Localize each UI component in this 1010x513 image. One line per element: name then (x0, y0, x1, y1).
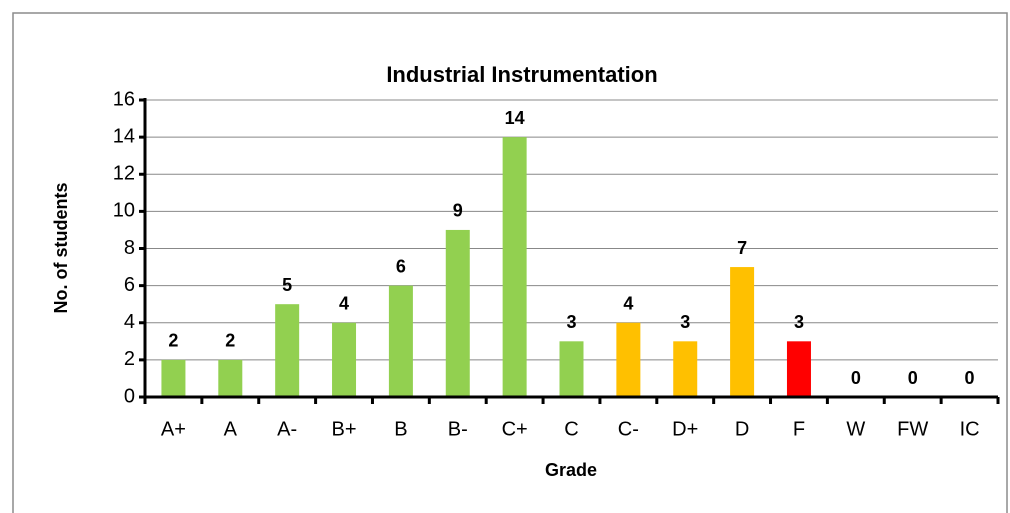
bar (559, 341, 584, 397)
data-label: 6 (396, 256, 406, 276)
x-tick-label: F (793, 418, 805, 440)
x-tick-label: IC (960, 418, 980, 440)
x-tick-label: A- (277, 418, 297, 440)
bar (161, 359, 186, 397)
y-tick-label: 12 (113, 163, 135, 185)
data-label: 14 (505, 108, 525, 128)
y-tick-label: 16 (113, 88, 135, 110)
x-axis-label: Grade (545, 460, 597, 480)
bar (673, 341, 698, 397)
y-tick-label: 4 (124, 311, 135, 333)
bar (502, 137, 527, 397)
data-label: 0 (851, 368, 861, 388)
bar (388, 285, 413, 397)
bar (616, 322, 641, 397)
y-tick-label: 2 (124, 348, 135, 370)
x-tick-label: W (846, 418, 865, 440)
x-tick-label: B- (448, 418, 468, 440)
data-label: 2 (168, 331, 178, 351)
chart-title: Industrial Instrumentation (386, 62, 657, 87)
bar (445, 229, 470, 397)
bar (332, 322, 357, 397)
x-tick-label: D+ (672, 418, 698, 440)
data-label: 4 (339, 294, 349, 314)
x-tick-label: C+ (502, 418, 528, 440)
y-axis-label: No. of students (51, 183, 71, 314)
y-tick-label: 6 (124, 274, 135, 296)
bar (786, 341, 811, 397)
x-tick-label: C- (618, 418, 639, 440)
y-tick-label: 14 (113, 125, 135, 147)
data-label: 0 (908, 368, 918, 388)
data-label: 3 (794, 312, 804, 332)
x-tick-label: C (564, 418, 578, 440)
bar (275, 304, 300, 397)
data-label: 0 (965, 368, 975, 388)
data-label: 7 (737, 238, 747, 258)
data-label: 3 (566, 312, 576, 332)
data-label: 5 (282, 275, 292, 295)
data-label: 3 (680, 312, 690, 332)
x-tick-label: B (394, 418, 407, 440)
data-label: 9 (453, 201, 463, 221)
data-label: 4 (623, 294, 633, 314)
x-tick-label: A+ (161, 418, 186, 440)
x-tick-label: B+ (332, 418, 357, 440)
bar (218, 359, 243, 397)
y-tick-label: 10 (113, 200, 135, 222)
x-tick-label: A (224, 418, 238, 440)
data-label: 2 (225, 331, 235, 351)
y-tick-label: 0 (124, 385, 135, 407)
y-tick-label: 8 (124, 237, 135, 259)
bar (730, 267, 755, 397)
x-tick-label: D (735, 418, 749, 440)
x-tick-label: FW (897, 418, 928, 440)
